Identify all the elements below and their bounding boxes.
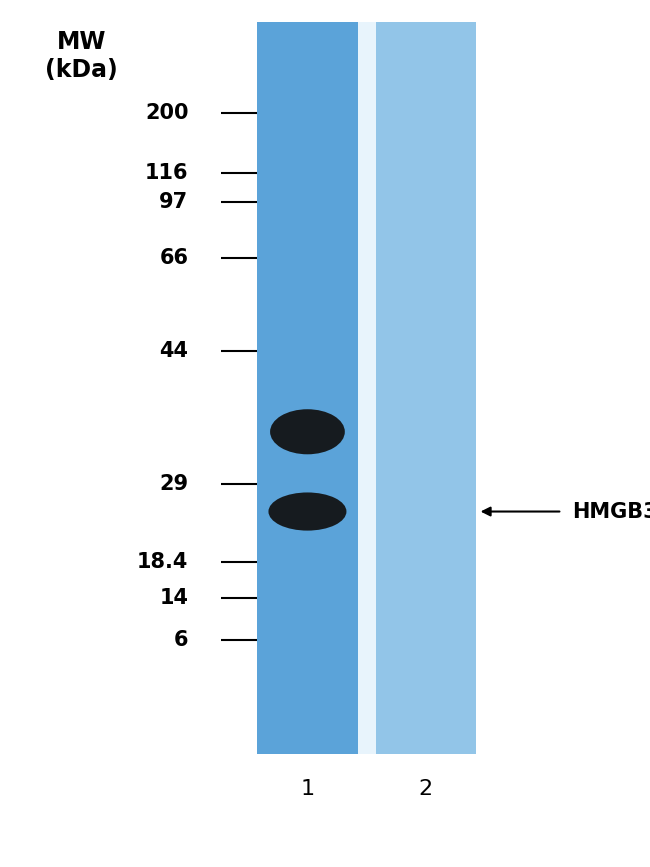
Text: 14: 14 (159, 588, 188, 609)
Text: 200: 200 (145, 102, 188, 123)
Text: MW
(kDa): MW (kDa) (45, 30, 118, 82)
Text: 29: 29 (159, 473, 188, 494)
Text: 116: 116 (145, 163, 188, 184)
Text: 66: 66 (159, 248, 188, 269)
Ellipse shape (270, 409, 344, 454)
Text: 1: 1 (300, 779, 315, 799)
Text: 18.4: 18.4 (137, 551, 188, 572)
Bar (358, 22, 376, 754)
Text: HMGB3: HMGB3 (572, 501, 650, 522)
Text: 44: 44 (159, 341, 188, 362)
Text: 6: 6 (174, 629, 188, 650)
Bar (376, 22, 476, 754)
Text: 97: 97 (159, 192, 188, 212)
Text: 2: 2 (419, 779, 433, 799)
Bar (257, 22, 358, 754)
Ellipse shape (268, 492, 346, 531)
